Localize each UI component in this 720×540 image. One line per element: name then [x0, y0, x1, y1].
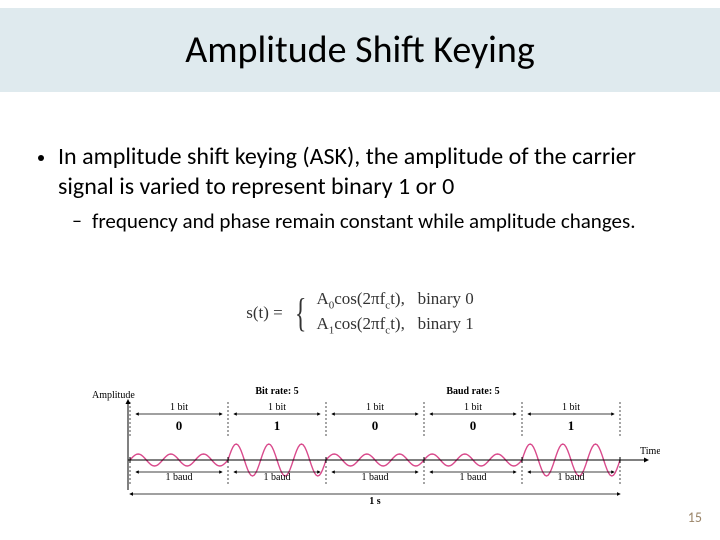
equation-row-0: A0cos(2πfct), binary 0: [316, 288, 473, 313]
bullet-main: In amplitude shift keying (ASK), the amp…: [38, 142, 682, 202]
dash-icon: –: [72, 209, 82, 233]
equation-lhs: s(t) =: [246, 303, 283, 323]
svg-text:1 baud: 1 baud: [558, 472, 585, 483]
equation-cases: A0cos(2πfct), binary 0 A1cos(2πfct), bin…: [316, 288, 473, 338]
svg-text:0: 0: [470, 418, 477, 433]
equation-row-1: A1cos(2πfct), binary 1: [316, 313, 473, 338]
svg-text:1 baud: 1 baud: [166, 472, 193, 483]
slide-title: Amplitude Shift Keying: [185, 27, 535, 73]
body-text: In amplitude shift keying (ASK), the amp…: [38, 142, 682, 234]
bullet-main-text: In amplitude shift keying (ASK), the amp…: [58, 142, 682, 202]
svg-text:0: 0: [372, 418, 379, 433]
bullet-dot-icon: [38, 155, 44, 161]
svg-text:1 bit: 1 bit: [268, 402, 286, 413]
svg-text:1 s: 1 s: [369, 496, 381, 507]
svg-text:1: 1: [568, 418, 575, 433]
brace-icon: {: [295, 297, 307, 329]
svg-text:1: 1: [274, 418, 281, 433]
svg-text:1 baud: 1 baud: [460, 472, 487, 483]
equation: s(t) = { A0cos(2πfct), binary 0 A1cos(2π…: [0, 288, 720, 338]
svg-text:0: 0: [176, 418, 183, 433]
slide: Amplitude Shift Keying In amplitude shif…: [0, 0, 720, 540]
svg-text:Amplitude: Amplitude: [92, 390, 135, 401]
ask-waveform-diagram: Amplitude Bit rate: 5 Baud rate: 5 1 bit 0 1 …: [60, 380, 660, 510]
title-band: Amplitude Shift Keying: [0, 8, 720, 92]
svg-text:1 bit: 1 bit: [562, 402, 580, 413]
svg-text:1 bit: 1 bit: [170, 402, 188, 413]
svg-text:Bit rate: 5: Bit rate: 5: [255, 386, 298, 397]
page-number: 15: [688, 509, 702, 526]
svg-text:1 bit: 1 bit: [464, 402, 482, 413]
bullet-sub: – frequency and phase remain constant wh…: [72, 208, 682, 234]
bullet-sub-text: frequency and phase remain constant whil…: [92, 208, 636, 234]
svg-text:Baud rate: 5: Baud rate: 5: [446, 386, 499, 397]
svg-text:1 baud: 1 baud: [362, 472, 389, 483]
svg-text:1 bit: 1 bit: [366, 402, 384, 413]
svg-text:1 baud: 1 baud: [264, 472, 291, 483]
svg-text:Time: Time: [640, 446, 660, 457]
